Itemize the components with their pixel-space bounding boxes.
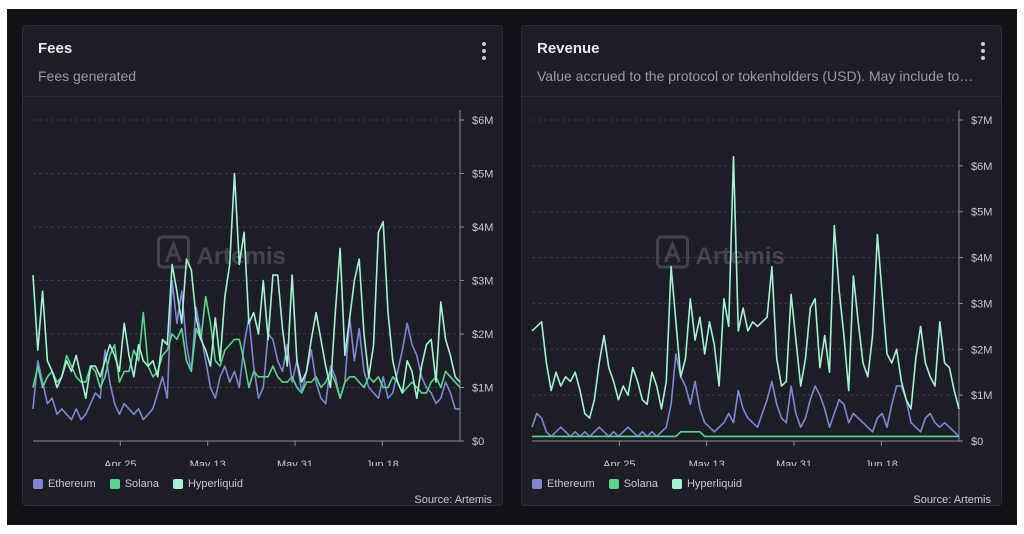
legend-swatch bbox=[33, 479, 43, 489]
y-tick-label: $0 bbox=[971, 436, 983, 448]
header-divider bbox=[522, 96, 1001, 97]
legend-item-solana[interactable]: Solana bbox=[608, 478, 658, 490]
x-tick-label: Jun 18 bbox=[366, 459, 399, 466]
y-tick-label: $5M bbox=[971, 207, 992, 219]
artemis-watermark-logo bbox=[656, 235, 689, 269]
y-tick-label: $4M bbox=[971, 253, 992, 265]
legend-item-ethereum[interactable]: Ethereum bbox=[532, 478, 595, 490]
legend-label: Hyperliquid bbox=[686, 478, 742, 490]
y-tick-label: $5M bbox=[472, 169, 493, 181]
legend-swatch bbox=[532, 479, 542, 489]
artemis-watermark-logo bbox=[157, 235, 190, 269]
x-tick-label: Apr 25 bbox=[603, 459, 635, 466]
legend-swatch bbox=[671, 479, 682, 489]
legend-item-hyperliquid[interactable]: Hyperliquid bbox=[671, 478, 742, 490]
series-line-ethereum bbox=[32, 279, 460, 421]
legend-label: Solana bbox=[124, 478, 159, 490]
y-tick-label: $3M bbox=[971, 298, 992, 310]
y-tick-label: $1M bbox=[472, 383, 493, 395]
y-tick-label: $4M bbox=[472, 222, 493, 234]
legend-label: Ethereum bbox=[547, 478, 595, 490]
source-label: Source: Artemis bbox=[913, 494, 991, 506]
legend-item-hyperliquid[interactable]: Hyperliquid bbox=[172, 478, 243, 490]
kebab-menu-icon[interactable] bbox=[979, 42, 987, 60]
x-tick-label: May 13 bbox=[190, 459, 226, 466]
header-divider bbox=[23, 96, 502, 97]
x-tick-label: May 13 bbox=[689, 459, 725, 466]
fees-panel: Fees Fees generated $0 $1M $2M $3M $4M $5M $6M… bbox=[22, 25, 503, 506]
chart-legend: Ethereum Solana Hyperliquid bbox=[532, 478, 742, 490]
revenue-line-chart: $0 $1M $2M $3M $4M $5M $6M $7M Apr 25 May 13 May 3… bbox=[531, 110, 992, 466]
kebab-menu-icon[interactable] bbox=[480, 42, 488, 60]
x-tick-label: Jun 18 bbox=[865, 459, 898, 466]
series-line-ethereum bbox=[531, 353, 960, 438]
series-line-hyperliquid bbox=[531, 155, 960, 419]
y-tick-label: $7M bbox=[971, 115, 992, 127]
chart-title: Revenue bbox=[537, 40, 600, 57]
series-line-hyperliquid bbox=[32, 172, 461, 400]
legend-label: Hyperliquid bbox=[187, 478, 243, 490]
legend-item-solana[interactable]: Solana bbox=[109, 478, 159, 490]
y-tick-label: $3M bbox=[472, 276, 493, 288]
y-tick-label: $1M bbox=[971, 390, 992, 402]
source-label: Source: Artemis bbox=[414, 494, 492, 506]
x-tick-label: May 31 bbox=[776, 459, 812, 466]
series-line-solana bbox=[32, 295, 461, 400]
legend-swatch bbox=[172, 479, 183, 489]
legend-swatch bbox=[109, 479, 120, 489]
y-tick-label: $6M bbox=[971, 161, 992, 173]
x-tick-label: May 31 bbox=[277, 459, 313, 466]
chart-title: Fees bbox=[38, 40, 73, 57]
legend-item-ethereum[interactable]: Ethereum bbox=[33, 478, 96, 490]
y-tick-label: $2M bbox=[472, 329, 493, 341]
fees-line-chart: $0 $1M $2M $3M $4M $5M $6M Apr 25 May 13 May 31 Ju… bbox=[32, 110, 493, 466]
revenue-panel: Revenue Value accrued to the protocol or… bbox=[521, 25, 1002, 506]
legend-swatch bbox=[608, 479, 619, 489]
y-tick-label: $6M bbox=[472, 115, 493, 127]
y-tick-label: $0 bbox=[472, 436, 484, 448]
series-line-solana bbox=[532, 430, 959, 438]
chart-legend: Ethereum Solana Hyperliquid bbox=[33, 478, 243, 490]
x-tick-label: Apr 25 bbox=[104, 459, 136, 466]
legend-label: Solana bbox=[623, 478, 658, 490]
watermark-text: Artemis bbox=[696, 243, 785, 270]
y-tick-label: $2M bbox=[971, 344, 992, 356]
legend-label: Ethereum bbox=[48, 478, 96, 490]
dashboard-frame: Fees Fees generated $0 $1M $2M $3M $4M $5M $6M… bbox=[7, 9, 1017, 525]
